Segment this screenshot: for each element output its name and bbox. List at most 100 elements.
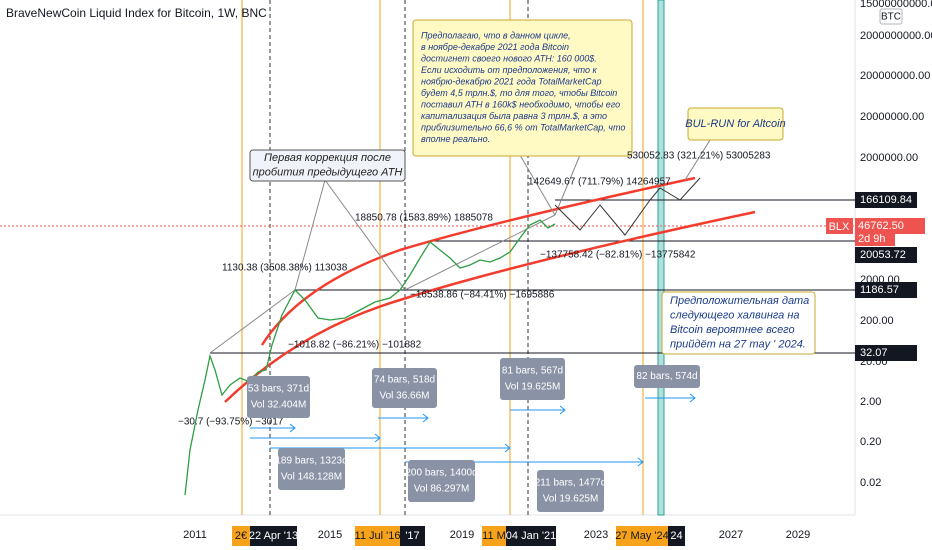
note-box	[661, 291, 816, 355]
range-text: Vol 36.66M	[379, 391, 429, 402]
note-text: капитализация была равна 3 трлн.$, а это	[421, 111, 607, 121]
time-tag: '17	[405, 530, 419, 542]
time-tag: 11 M	[482, 530, 506, 542]
price-curve	[184, 219, 556, 496]
projection	[554, 177, 701, 236]
price-tag-bg	[855, 345, 917, 361]
note-text: Первая коррекция после	[264, 152, 391, 164]
symbol: BLX	[829, 221, 850, 233]
range-text: 81 bars, 567d	[502, 366, 563, 377]
time-tag-bg	[506, 526, 556, 546]
range-box	[278, 448, 345, 490]
range-box	[372, 368, 437, 408]
channel-lines	[224, 176, 756, 403]
note-text: Bitcoin вероятнее всего	[670, 324, 795, 336]
range-text: 200 bars, 1400d	[405, 468, 477, 479]
time-tag-bg	[250, 526, 297, 546]
note-text: приблизительно 66,6 % от TotalMarketCap,…	[421, 123, 625, 133]
time-tag: 22 Apr '13	[249, 530, 298, 542]
price-label: 20000000.00	[860, 111, 924, 123]
price-label: 0.20	[860, 436, 881, 448]
measurement: −16538.86 (−84.41%) −1695886	[410, 290, 555, 301]
currency: BTC	[881, 12, 901, 23]
time-tag-bg	[482, 526, 506, 546]
currency-box	[879, 8, 903, 25]
measurement: 1130.38 (3508.38%) 113038	[222, 263, 348, 274]
current-price: 46762.50	[858, 220, 904, 232]
note-text: прийдёт на 27 may ' 2024.	[670, 339, 806, 351]
range-text: Vol 19.625M	[505, 382, 561, 393]
price-label: 15000000000.00	[860, 0, 932, 10]
countdown: 2d 9h	[858, 233, 886, 245]
price-tag: 32.07	[860, 347, 888, 359]
measurement: −30.7 (−93.75%) −3017	[178, 417, 284, 428]
range-box	[408, 460, 475, 502]
range-arrows	[250, 393, 696, 467]
chart-title: BraveNewCoin Liquid Index for Bitcoin, 1…	[6, 6, 267, 20]
note-text: вполне реально.	[421, 134, 490, 144]
price-label: 0.02	[860, 477, 881, 489]
note-text: пробития предыдущего ATH	[253, 167, 403, 179]
note-text: Предполагаю, что в данном цикле,	[421, 31, 571, 41]
note-text: Если исходить от предположения, что к	[421, 65, 598, 75]
price-label: 200.00	[860, 315, 894, 327]
range-text: Vol 86.297M	[414, 484, 470, 495]
time-label: 2011	[183, 529, 207, 541]
measurement: −137758.42 (−82.81%) −13775842	[540, 250, 696, 261]
measurement: 530052.83 (321.21%) 53005283	[627, 151, 771, 162]
note-text: в ноябре-декабре 2021 года Bitcoin	[421, 42, 569, 52]
measurement: −1018.82 (−86.21%) −101882	[288, 340, 422, 351]
price-label: 2000000000.00	[860, 30, 932, 42]
range-text: Vol 148.128M	[281, 472, 342, 483]
range-text: 82 bars, 574d	[636, 371, 697, 382]
range-text: 189 bars, 1323d	[275, 456, 347, 467]
price-tag-bg	[855, 218, 925, 234]
range-text: 53 bars, 371d	[248, 384, 309, 395]
time-tag: 04 Jan '21	[506, 530, 556, 542]
range-box	[500, 358, 565, 400]
note-text: будет 4,5 трлн.$, то для того, чтобы Bit…	[421, 88, 617, 98]
time-tag: 24	[670, 530, 682, 542]
price-tag: 1186.57	[860, 284, 899, 296]
price-label: 2000000.00	[860, 152, 918, 164]
countdown-bg	[855, 232, 895, 246]
time-label: 2015	[318, 529, 342, 541]
price-tag-bg	[855, 192, 917, 208]
note-box	[687, 107, 784, 141]
price-tag-bg	[855, 247, 917, 263]
price-label: 200000000.00	[860, 70, 930, 82]
price-label: 2.00	[860, 396, 881, 408]
range-text: Vol 19.625M	[543, 494, 599, 505]
range-text: 74 bars, 518d	[374, 375, 435, 386]
measurement: 18850.78 (1583.89%) 1885078	[355, 213, 493, 224]
time-tag: 2€	[235, 530, 247, 542]
time-tag-bg	[400, 526, 425, 546]
time-tag-bg	[232, 526, 250, 546]
time-label: 2019	[450, 529, 474, 541]
time-label: 2029	[786, 529, 810, 541]
time-label: 2023	[584, 529, 608, 541]
vertical-markers	[241, 0, 665, 516]
time-tag-bg	[355, 526, 400, 546]
time-label: 2027	[719, 529, 743, 541]
time-tag: 11 Jul '16	[355, 530, 401, 542]
range-text: Vol 32.404M	[251, 400, 307, 411]
price-tag: 20053.72	[860, 249, 906, 261]
measurement: 142649.67 (711.79%) 14264957	[528, 177, 671, 188]
price-tag: 166109.84	[860, 194, 912, 206]
note-text: Предположительная дата	[670, 295, 809, 307]
range-box	[247, 376, 310, 418]
note-box	[249, 149, 406, 182]
symbol-bg	[826, 218, 853, 234]
note-box	[412, 19, 633, 157]
note-text: следующего халвинга на	[670, 310, 800, 322]
note-text: достигнет своего нового ATH: 160 000$.	[421, 54, 597, 64]
time-tag: 27 May '24	[615, 530, 668, 542]
note-text: поставил ATH в 160k$ необходимо, чтобы е…	[421, 100, 620, 110]
note-text: BUL-RUN for Altcoin	[685, 118, 785, 130]
note-text: ноябрю-декабрю 2021 года TotalMarketCap	[421, 77, 602, 87]
range-text: 211 bars, 1477d	[535, 478, 607, 489]
range-box	[634, 365, 700, 388]
time-tag-bg	[616, 526, 668, 546]
